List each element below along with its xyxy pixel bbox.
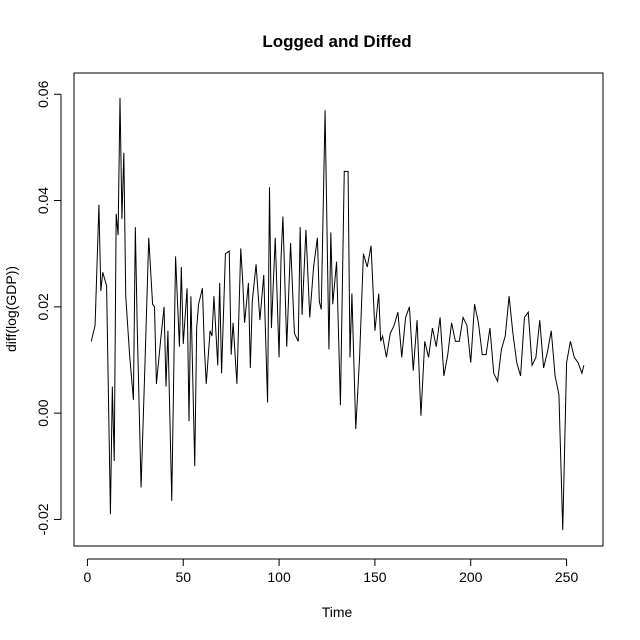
x-axis-label: Time — [322, 604, 353, 620]
x-tick-label: 200 — [459, 569, 483, 585]
y-tick-label: -0.02 — [35, 503, 51, 535]
plot-frame — [73, 72, 604, 547]
y-tick-label: 0.06 — [35, 80, 51, 107]
y-tick-label: 0.00 — [35, 399, 51, 426]
y-axis: -0.02 0.00 0.02 0.04 0.06 — [35, 80, 62, 535]
series-line — [90, 97, 585, 531]
x-tick-label: 0 — [84, 569, 92, 585]
x-tick-label: 50 — [175, 569, 191, 585]
y-axis-label: diff(log(GDP)) — [3, 266, 19, 352]
x-tick-label: 100 — [267, 569, 291, 585]
x-tick-label: 150 — [363, 569, 387, 585]
x-axis: 0 50 100 150 200 250 — [84, 558, 579, 585]
chart-title: Logged and Diffed — [262, 32, 411, 51]
x-tick-label: 250 — [555, 569, 579, 585]
y-tick-label: 0.02 — [35, 293, 51, 320]
y-tick-label: 0.04 — [35, 187, 51, 214]
